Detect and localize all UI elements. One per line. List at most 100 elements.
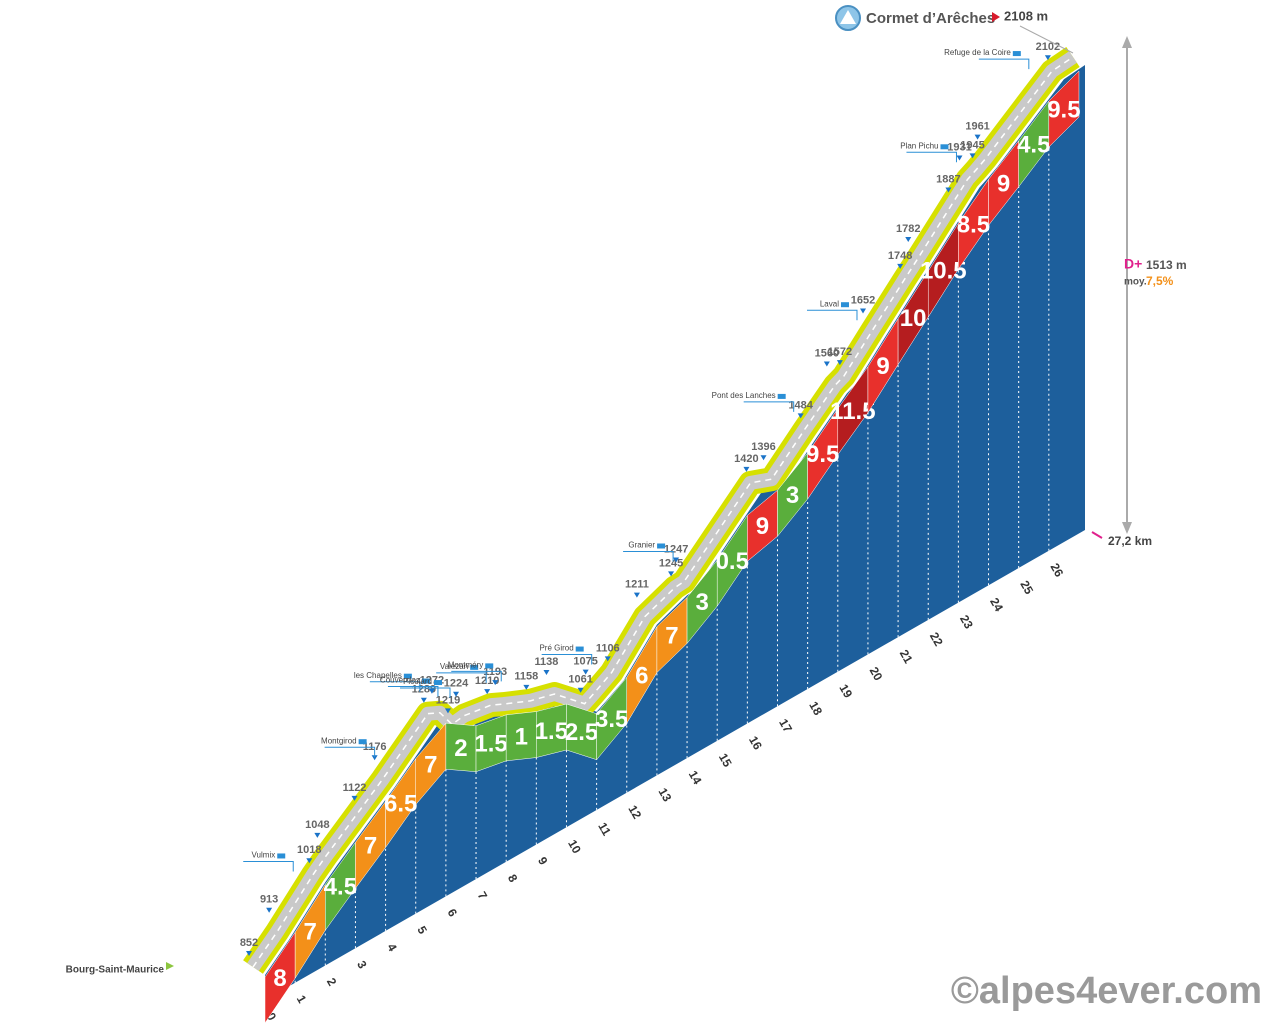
place-label: Valezan [440, 662, 468, 671]
distance-label: 27,2 km [1108, 534, 1152, 548]
place-leader [978, 58, 1030, 70]
altitude-label: 1420 [734, 453, 758, 465]
altitude-marker [823, 361, 830, 367]
altitude-marker [1044, 55, 1051, 61]
gradient-label: 4.5 [1017, 131, 1050, 158]
place-label: Granier [628, 541, 655, 550]
gradient-label: 2 [454, 735, 467, 762]
altitude-label: 1018 [297, 844, 321, 856]
place-leader [623, 550, 674, 562]
place-label: Couverclaz [380, 676, 420, 685]
altitude-label: 1247 [664, 543, 688, 555]
avg-label: moy. [1124, 277, 1147, 288]
x-tick-label: 11 [595, 820, 614, 838]
x-tick-label: 21 [897, 647, 916, 666]
place-label: Vulmix [252, 851, 276, 860]
place-icon [403, 673, 412, 679]
altitude-marker [604, 656, 611, 662]
altitude-marker [314, 832, 321, 838]
place-leader [451, 670, 502, 682]
place-icon [840, 302, 849, 308]
altitude-label: 852 [240, 937, 258, 949]
gradient-label: 2.5 [565, 719, 598, 746]
altitude-label: 1245 [659, 557, 683, 569]
altitude-marker [969, 153, 976, 159]
altitude-label: 1748 [888, 250, 912, 262]
gradient-label: 8.5 [957, 212, 990, 239]
altitude-marker [523, 684, 530, 690]
place-label: Pont des Lanches [712, 391, 776, 400]
gradient-label: 7 [364, 832, 377, 859]
gradient-label: 8 [273, 965, 286, 992]
gradient-label: 3 [695, 589, 708, 616]
altitude-marker [797, 413, 804, 419]
altitude-marker [577, 687, 584, 693]
altitude-label: 1931 [947, 141, 971, 153]
x-tick-label: 20 [867, 664, 886, 683]
gain-value: 1513 m [1146, 258, 1187, 272]
altitude-label: 1219 [436, 694, 460, 706]
altitude-label: 1048 [305, 819, 329, 831]
altitude-marker [673, 557, 680, 563]
gradient-label: 9 [876, 353, 889, 380]
x-tick-label: 6 [445, 906, 461, 919]
gradient-label: 0.5 [716, 548, 749, 575]
altitude-marker [246, 951, 252, 956]
x-tick-label: 18 [806, 699, 825, 718]
x-tick-label: 13 [656, 785, 675, 804]
x-tick-label: 25 [1017, 578, 1036, 597]
place-label: Montgirod [321, 736, 357, 745]
altitude-label: 1158 [514, 671, 538, 683]
start-flag [166, 962, 174, 970]
x-tick-label: 5 [414, 924, 430, 937]
x-tick-label: 19 [836, 682, 855, 701]
place-leader [324, 746, 376, 758]
place-leader [906, 151, 957, 163]
gain-arrow-head [1122, 36, 1132, 48]
gradient-segment [1048, 70, 1080, 148]
altitude-label: 913 [260, 894, 278, 906]
summit-altitude: 2108 m [1004, 8, 1048, 23]
altitude-marker [860, 308, 867, 314]
x-tick-label: 16 [746, 734, 765, 753]
place-label: Montméry [448, 661, 484, 670]
summit-icon-peak [840, 10, 856, 24]
altitude-label: 1887 [936, 173, 960, 185]
altitude-label: 1106 [596, 642, 620, 654]
x-tick-label: 4 [384, 941, 400, 954]
gradient-label: 1.5 [474, 731, 507, 758]
x-tick-label: 14 [686, 768, 705, 787]
place-label: Pré Girod [539, 644, 573, 653]
altitude-marker [543, 670, 550, 676]
gradient-label: 6 [635, 662, 648, 689]
x-tick-label: 7 [475, 889, 491, 902]
x-tick-label: 22 [927, 630, 946, 649]
altitude-label: 1961 [965, 121, 989, 133]
road-centerline [252, 56, 1074, 968]
gradient-label: 3 [786, 482, 799, 509]
altitude-label: 2102 [1036, 41, 1060, 53]
altitude-marker [371, 755, 378, 761]
x-tick-label: 26 [1047, 561, 1066, 580]
altitude-marker [428, 688, 435, 694]
gradient-label: 9 [997, 170, 1010, 197]
altitude-label: 1945 [960, 139, 984, 151]
altitude-label: 1122 [343, 782, 367, 794]
place-icon [575, 646, 584, 652]
gradient-label: 9.5 [1047, 96, 1080, 123]
altitude-marker [492, 680, 499, 686]
gradient-label: 9 [756, 513, 769, 540]
altitude-marker [945, 187, 952, 193]
x-tick-label: 24 [987, 595, 1006, 614]
altitude-marker [582, 669, 589, 675]
place-label: Plan Pichu [900, 141, 938, 150]
x-tick-label: 17 [776, 716, 795, 735]
altitude-label: 1061 [568, 674, 592, 686]
watermark: ©alpes4ever.com [951, 970, 1262, 1012]
gradient-label: 7 [304, 919, 317, 946]
altitude-label: 1652 [851, 294, 875, 306]
place-leader [541, 654, 593, 665]
x-tick-label: 1 [294, 993, 310, 1006]
place-label: Refuge de la Coire [944, 48, 1011, 57]
